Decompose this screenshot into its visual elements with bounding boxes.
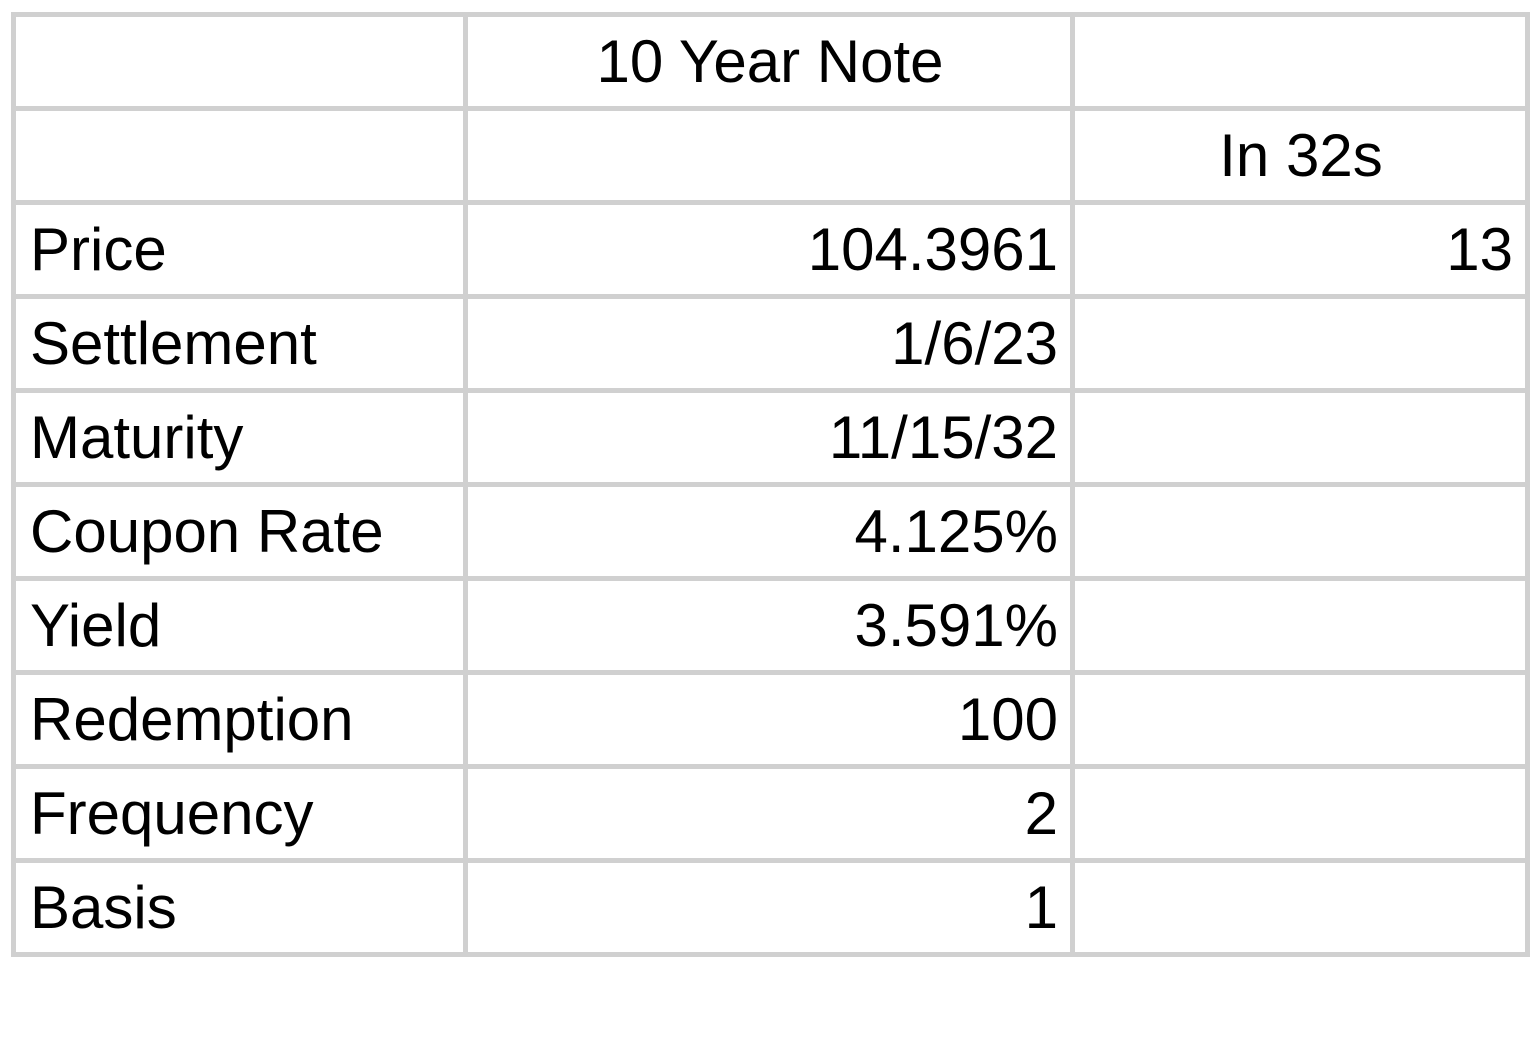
value-cell[interactable]: 100 bbox=[463, 670, 1075, 769]
table-row: Settlement 1/6/23 bbox=[11, 294, 1530, 393]
table-row: Frequency 2 bbox=[11, 764, 1530, 863]
value-cell[interactable]: 1/6/23 bbox=[463, 294, 1075, 393]
table-row: Basis 1 bbox=[11, 858, 1530, 957]
row-label-cell[interactable]: Coupon Rate bbox=[11, 482, 468, 581]
column-title-cell[interactable]: 10 Year Note bbox=[463, 12, 1075, 111]
value-cell[interactable]: 11/15/32 bbox=[463, 388, 1075, 487]
extra-cell[interactable] bbox=[1070, 482, 1530, 581]
extra-cell[interactable]: 13 bbox=[1070, 200, 1530, 299]
cell[interactable] bbox=[11, 12, 468, 111]
value-cell[interactable]: 1 bbox=[463, 858, 1075, 957]
header-row-subtitle: In 32s bbox=[11, 106, 1530, 205]
table-row: Yield 3.591% bbox=[11, 576, 1530, 675]
table-row: Maturity 11/15/32 bbox=[11, 388, 1530, 487]
extra-cell[interactable] bbox=[1070, 294, 1530, 393]
value-cell[interactable]: 104.3961 bbox=[463, 200, 1075, 299]
row-label-cell[interactable]: Settlement bbox=[11, 294, 468, 393]
table-row: Price 104.3961 13 bbox=[11, 200, 1530, 299]
row-label-cell[interactable]: Yield bbox=[11, 576, 468, 675]
row-label-cell[interactable]: Frequency bbox=[11, 764, 468, 863]
unit-header-cell[interactable]: In 32s bbox=[1070, 106, 1530, 205]
value-cell[interactable]: 4.125% bbox=[463, 482, 1075, 581]
cell[interactable] bbox=[463, 106, 1075, 205]
table-row: Coupon Rate 4.125% bbox=[11, 482, 1530, 581]
extra-cell[interactable] bbox=[1070, 670, 1530, 769]
extra-cell[interactable] bbox=[1070, 388, 1530, 487]
value-cell[interactable]: 3.591% bbox=[463, 576, 1075, 675]
row-label-cell[interactable]: Maturity bbox=[11, 388, 468, 487]
spreadsheet-table: 10 Year Note In 32s Price 104.3961 13 Se… bbox=[11, 12, 1530, 957]
cell[interactable] bbox=[11, 106, 468, 205]
header-row-title: 10 Year Note bbox=[11, 12, 1530, 111]
row-label-cell[interactable]: Price bbox=[11, 200, 468, 299]
extra-cell[interactable] bbox=[1070, 576, 1530, 675]
row-label-cell[interactable]: Redemption bbox=[11, 670, 468, 769]
row-label-cell[interactable]: Basis bbox=[11, 858, 468, 957]
cell[interactable] bbox=[1070, 12, 1530, 111]
extra-cell[interactable] bbox=[1070, 858, 1530, 957]
value-cell[interactable]: 2 bbox=[463, 764, 1075, 863]
table-row: Redemption 100 bbox=[11, 670, 1530, 769]
extra-cell[interactable] bbox=[1070, 764, 1530, 863]
